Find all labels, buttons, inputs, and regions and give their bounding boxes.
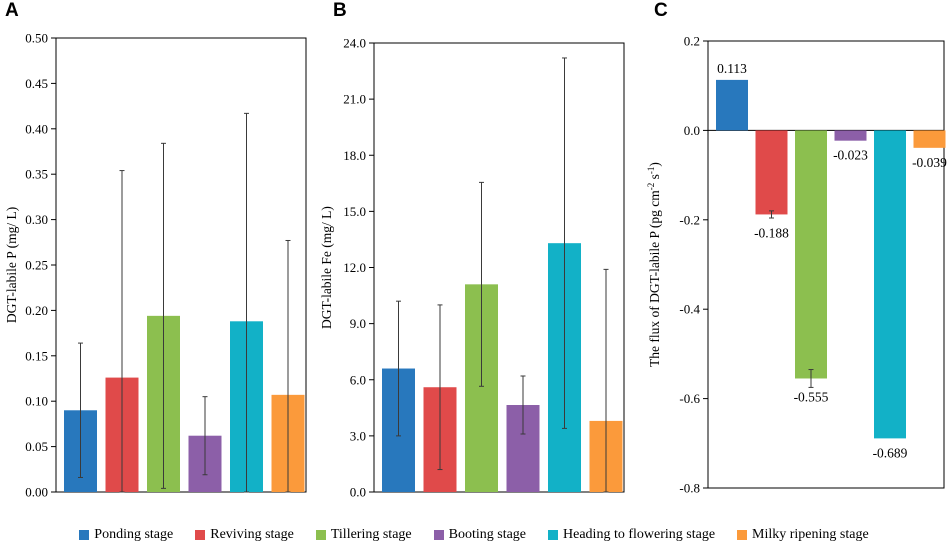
legend-item-booting: Booting stage [433,527,527,543]
bar-milky-ripening-stage [913,130,946,148]
y-tick-label: 3.0 [350,428,366,443]
data-label: -0.555 [794,389,829,404]
panel-letter: A [5,0,19,21]
legend-label: Tillering stage [330,527,412,542]
y-tick-label: 0.0 [350,485,366,500]
legend-item-heading: Heading to flowering stage [548,527,715,543]
y-tick-label: 18.0 [343,148,366,163]
panel-a: A 0.00 0.05 0.10 0.15 0.20 0.25 0.30 0.35 0.40 0.4… [4,0,307,500]
data-label: -0.689 [873,445,908,460]
y-tick-label: -0.8 [679,481,700,496]
y-tick-label: -0.6 [679,391,700,406]
legend-item-reviving: Reviving stage [195,527,294,543]
legend-item-tillering: Tillering stage [315,527,412,543]
data-label: -0.023 [833,148,868,163]
y-tick-label: 0.15 [25,348,48,363]
legend: Ponding stage Reviving stage Tillering s… [0,526,948,544]
y-axis-label: The flux of DGT-labile P (pg cm-2 s-1) [646,162,662,367]
bar-reviving-stage [755,130,788,215]
panel-letter: C [654,0,668,21]
legend-label: Reviving stage [210,527,294,542]
y-tick-label: 24.0 [343,36,366,51]
y-tick-label: -0.2 [679,212,700,227]
y-axis-label-text: ) [647,162,662,167]
y-tick-label: 15.0 [343,204,366,219]
legend-label: Milky ripening stage [752,527,869,542]
legend-swatch [315,530,326,540]
legend-swatch [195,530,206,540]
data-label: -0.039 [912,155,947,170]
legend-label: Ponding stage [94,527,174,542]
legend-swatch [433,530,444,540]
legend-swatch [79,530,90,540]
legend-label: Heading to flowering stage [563,527,716,542]
y-tick-label: 0.20 [25,303,48,318]
panel-c: C -0.8 -0.6 -0.4 -0.2 0.0 0.2 0.113 -0.188 -0.555… [646,0,947,496]
y-tick-label: 0.00 [25,485,48,500]
legend-swatch [548,530,559,540]
data-label: -0.188 [754,225,789,240]
y-axis-label: DGT-labile Fe (mg/ L) [319,206,334,329]
y-axis-label-superscript: -2 [646,183,656,191]
y-tick-label: 0.45 [25,76,48,91]
y-tick-label: 6.0 [350,372,366,387]
y-tick-label: 0.25 [25,258,48,273]
y-tick-label: 0.05 [25,439,48,454]
y-axis-label-superscript: -1 [646,167,656,175]
y-axis-label: DGT-labile P (mg/ L) [4,207,19,323]
bar-tillering-stage [795,130,827,379]
y-tick-label: 0.40 [25,121,48,136]
y-tick-label: 0.30 [25,212,48,227]
legend-item-ponding: Ponding stage [79,527,173,543]
y-tick-label: 21.0 [343,92,366,107]
y-tick-label: 12.0 [343,260,366,275]
y-tick-label: 0.35 [25,167,48,182]
y-axis-label-text: s [647,174,662,183]
bar-ponding-stage [716,79,748,131]
y-tick-label: 9.0 [350,316,366,331]
y-tick-label: 0.0 [684,123,700,138]
bar-booting-stage [834,130,867,141]
panel-b: B 0.0 3.0 6.0 9.0 12.0 15.0 18.0 21.0 24.0 DGT-lab… [319,0,625,500]
data-label: 0.113 [717,61,747,76]
plot-frame [707,40,945,489]
y-tick-label: 0.2 [684,34,700,49]
legend-item-milky: Milky ripening stage [737,527,869,543]
y-tick-label: 0.10 [25,394,48,409]
y-tick-label: -0.4 [679,302,700,317]
y-axis-label-text: The flux of DGT-labile P (pg cm [647,190,662,367]
legend-label: Booting stage [448,527,527,542]
y-tick-label: 0.50 [25,31,48,46]
panel-letter: B [333,0,347,21]
bar-heading-to-flowering-stage [874,130,906,439]
legend-swatch [737,530,748,540]
